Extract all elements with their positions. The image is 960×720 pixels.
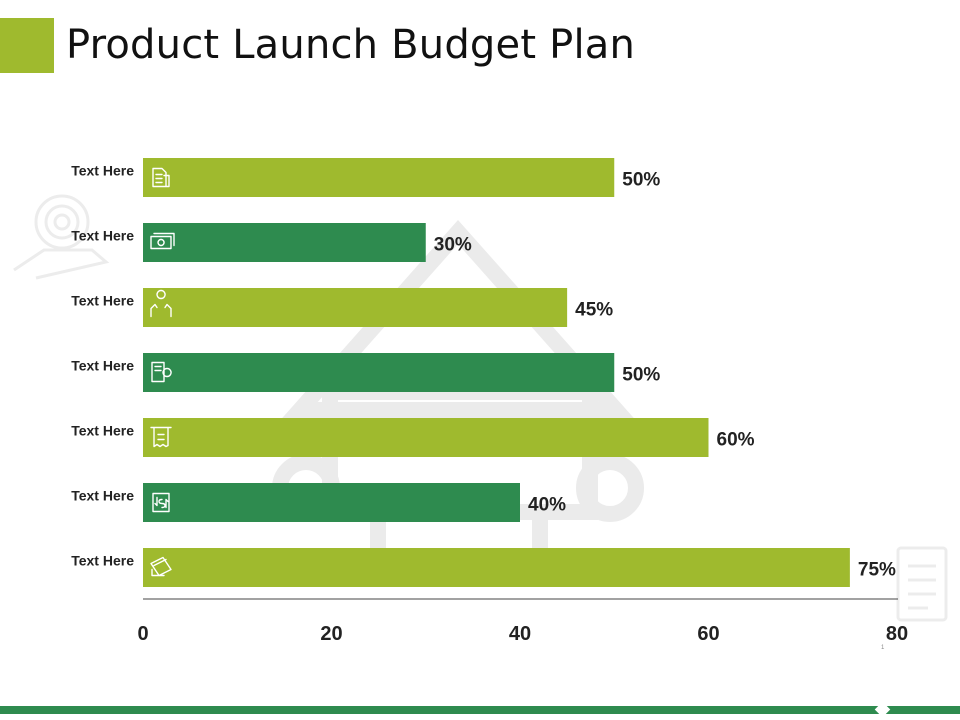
idea-hands-icon: [150, 289, 172, 318]
bar-7: [143, 548, 850, 587]
fingerprint-hand-watermark-icon: [13, 194, 110, 280]
page-title: Product Launch Budget Plan: [66, 22, 636, 68]
category-label-7: Text Here: [71, 553, 134, 569]
x-tick-label-40: 40: [509, 623, 531, 645]
value-label-3: 45%: [575, 300, 613, 321]
bar-6: [143, 483, 520, 522]
category-label-6: Text Here: [71, 488, 134, 504]
budget-gear-icon: [151, 361, 172, 383]
bar-1: [143, 158, 615, 197]
x-tick-label-0: 0: [137, 623, 148, 645]
page-number: 1: [881, 645, 885, 651]
exchange-icon: [152, 492, 170, 513]
document-watermark-icon: [896, 546, 948, 622]
money-icon: [150, 232, 175, 250]
bar-2: [143, 223, 426, 262]
x-tick-label-20: 20: [320, 623, 342, 645]
x-tick-label-60: 60: [697, 623, 719, 645]
value-label-5: 60%: [717, 430, 755, 451]
bar-4: [143, 353, 615, 392]
bar-3: [143, 288, 568, 327]
title-accent-square: [0, 18, 54, 73]
receipt-icon: [150, 426, 172, 448]
value-label-6: 40%: [528, 495, 566, 516]
documents-icon: [152, 167, 170, 188]
category-label-5: Text Here: [71, 423, 134, 439]
category-label-3: Text Here: [71, 293, 134, 309]
value-label-4: 50%: [622, 365, 660, 386]
footer-bar: [0, 706, 960, 714]
value-label-2: 30%: [434, 235, 472, 256]
value-label-7: 75%: [858, 560, 896, 581]
bar-5: [143, 418, 709, 457]
category-label-4: Text Here: [71, 358, 134, 374]
value-label-1: 50%: [622, 170, 660, 191]
category-label-1: Text Here: [71, 163, 134, 179]
card-icon: [150, 556, 172, 577]
x-tick-label-80: 80: [886, 623, 908, 645]
category-label-2: Text Here: [71, 228, 134, 244]
